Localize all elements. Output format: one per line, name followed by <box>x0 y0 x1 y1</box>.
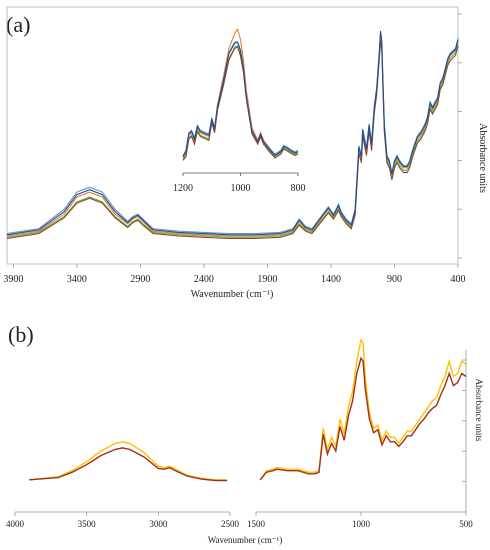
panel-a-x-tick-label: 1400 <box>321 274 341 285</box>
panel-b-x-tick-label: 3500 <box>78 519 97 529</box>
panel-b-series <box>29 338 467 482</box>
panel-a-series-line-4 <box>6 40 459 240</box>
panel-b-y-axis-title: Absorbance units <box>474 379 484 442</box>
panel-b-label: (b) <box>8 322 34 347</box>
panel-b: (b) 4000 3500 3000 2500 1500 1000 500 Wavenumb… <box>6 322 484 545</box>
panel-b-y-tick-marks <box>462 359 466 513</box>
panel-a-x-tick-label: 3400 <box>67 274 87 285</box>
inset-x-tick-label: 800 <box>291 183 306 194</box>
panel-a: (a) 3900 3400 2900 2400 1900 1400 900 400 Waven… <box>3 6 488 300</box>
panel-b-x-tick-label: 4000 <box>6 519 25 529</box>
panel-a-frame <box>6 6 459 265</box>
panel-a-x-tick-label: 1900 <box>257 274 277 285</box>
inset-series-line-3 <box>182 45 299 160</box>
panel-a-x-tick-label: 2900 <box>130 274 150 285</box>
panel-a-series <box>6 31 459 240</box>
panel-a-x-axis-title: Wavenumber (cm⁻¹) <box>191 289 274 300</box>
inset-series-line-5 <box>182 41 299 157</box>
panel-a-x-tick-label: 400 <box>451 274 466 285</box>
panel-a-inset: 1200 1000 800 <box>173 28 306 194</box>
panel-a-series-line-5 <box>6 31 459 236</box>
panel-b-series-line-1-high-range <box>29 441 228 481</box>
panel-b-x-tick-label: 500 <box>459 519 473 529</box>
panel-a-series-line-1 <box>6 33 459 235</box>
panel-b-series-line-2-high-range <box>29 447 228 482</box>
panel-b-x-tick-label: 1000 <box>352 519 371 529</box>
panel-b-series-line-2-fingerprint <box>259 356 467 481</box>
panel-b-x-tick-label: 2500 <box>221 519 240 529</box>
panel-b-x-tick-label: 1500 <box>247 519 266 529</box>
panel-a-label: (a) <box>6 12 30 37</box>
inset-x-tick-label: 1200 <box>173 183 193 194</box>
panel-b-series-line-1-fingerprint <box>259 338 467 481</box>
panel-a-x-tick-label: 2400 <box>194 274 214 285</box>
inset-x-tick-label: 1000 <box>231 183 251 194</box>
panel-a-y-axis-title: Absorbance units <box>477 123 488 193</box>
inset-series-line-4 <box>182 46 299 161</box>
inset-x-tick-labels: 1200 1000 800 <box>173 173 306 194</box>
panel-b-x-tick-label: 3000 <box>149 519 168 529</box>
panel-a-x-tick-label: 900 <box>387 274 402 285</box>
panel-a-x-tick-label: 3900 <box>3 274 23 285</box>
panel-b-x-axis-title: Wavenumber (cm⁻¹) <box>208 535 282 545</box>
panel-a-x-tick-labels: 3900 3400 2900 2400 1900 1400 900 400 <box>3 264 466 285</box>
panel-b-x-tick-labels: 4000 3500 3000 2500 1500 1000 500 <box>6 512 473 529</box>
panel-a-y-tick-marks <box>458 13 462 259</box>
inset-series <box>182 28 299 161</box>
panel-a-series-line-3 <box>6 38 459 238</box>
